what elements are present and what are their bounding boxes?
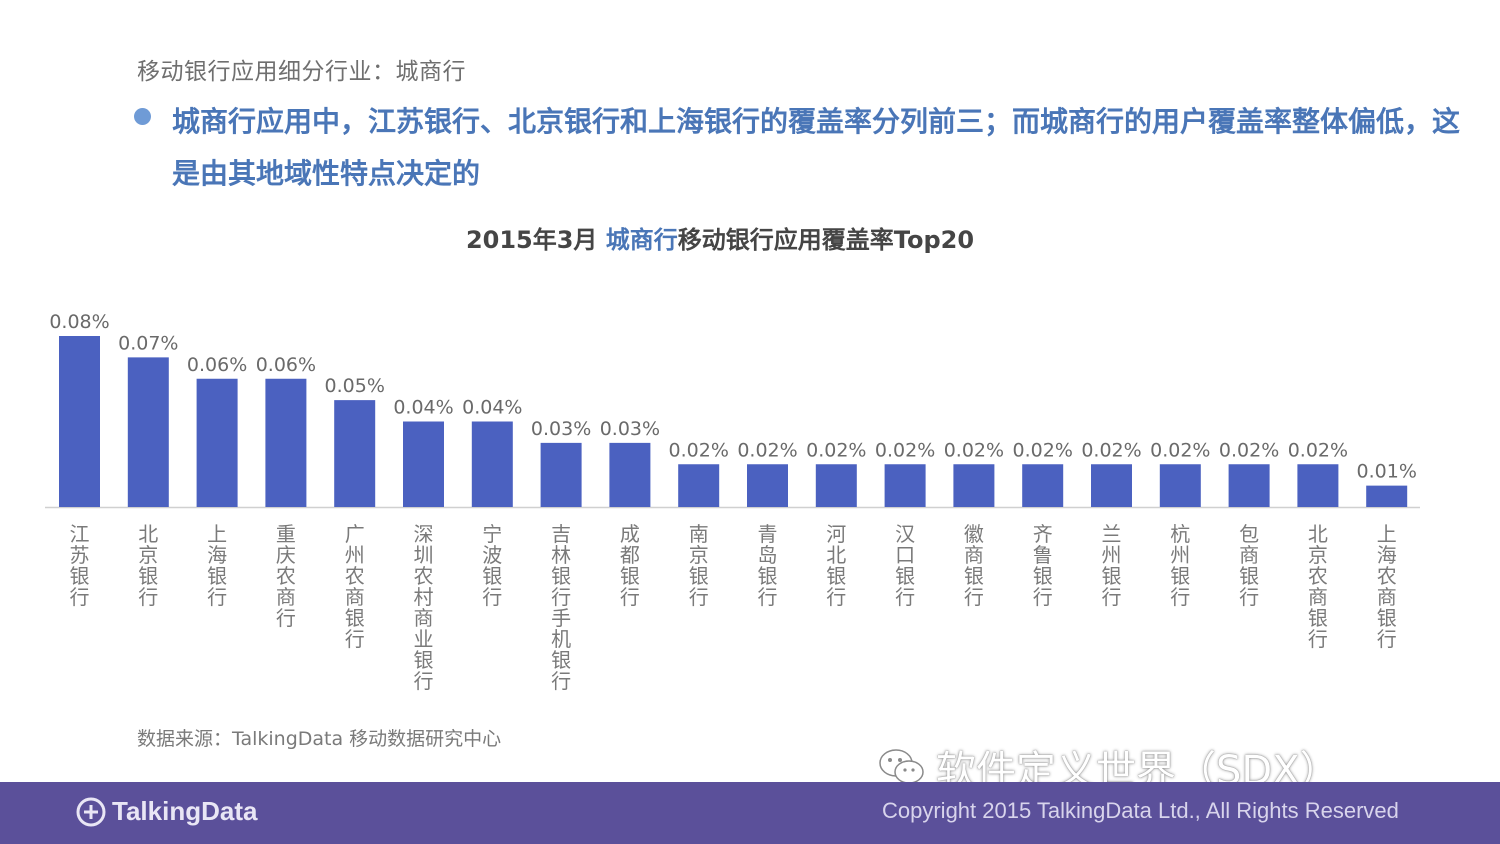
bar-6 bbox=[403, 421, 444, 507]
value-label-9: 0.03% bbox=[600, 418, 660, 440]
chart-title: 2015年3月 城商行移动银行应用覆盖率Top20 bbox=[0, 220, 1440, 255]
chart-title-prefix: 2015年3月 bbox=[465, 226, 606, 254]
category-label-16: 兰州银行 bbox=[1102, 522, 1122, 609]
value-label-13: 0.02% bbox=[875, 439, 935, 461]
data-source-note: 数据来源：TalkingData 移动数据研究中心 bbox=[137, 728, 502, 750]
category-label-1: 江苏银行 bbox=[70, 522, 90, 609]
value-label-7: 0.04% bbox=[462, 397, 522, 419]
value-label-14: 0.02% bbox=[944, 439, 1004, 461]
bar-10 bbox=[678, 464, 720, 507]
talkingdata-logo-icon bbox=[76, 797, 106, 826]
talkingdata-logo: TalkingData bbox=[76, 796, 257, 827]
bar-9 bbox=[609, 442, 651, 507]
value-label-1: 0.08% bbox=[49, 311, 109, 333]
bar-11 bbox=[747, 464, 788, 507]
value-label-18: 0.02% bbox=[1219, 439, 1279, 461]
value-label-15: 0.02% bbox=[1013, 439, 1073, 461]
chart-title-suffix: 移动银行应用覆盖率Top20 bbox=[677, 226, 975, 254]
category-label-18: 包商银行 bbox=[1239, 522, 1259, 609]
category-label-4: 重庆农商行 bbox=[276, 522, 296, 630]
category-label-9: 成都银行 bbox=[620, 522, 640, 609]
value-label-19: 0.02% bbox=[1288, 439, 1348, 461]
bar-19 bbox=[1297, 464, 1339, 507]
category-label-2: 北京银行 bbox=[138, 522, 158, 609]
value-label-8: 0.03% bbox=[531, 418, 591, 440]
category-label-3: 上海银行 bbox=[207, 522, 227, 609]
value-label-3: 0.06% bbox=[187, 354, 247, 376]
bar-17 bbox=[1159, 464, 1201, 507]
category-label-12: 河北银行 bbox=[826, 522, 846, 609]
value-label-5: 0.05% bbox=[325, 375, 385, 397]
value-label-10: 0.02% bbox=[669, 439, 729, 461]
headline: 城商行应用中，江苏银行、北京银行和上海银行的覆盖率分列前三；而城商行的用户覆盖率… bbox=[172, 105, 1461, 190]
value-label-11: 0.02% bbox=[737, 439, 797, 461]
bar-12 bbox=[815, 464, 857, 507]
category-label-10: 南京银行 bbox=[689, 522, 709, 609]
bullet-icon bbox=[134, 108, 151, 125]
bar-16 bbox=[1091, 464, 1132, 507]
bar-14 bbox=[953, 464, 995, 507]
category-label-14: 徽商银行 bbox=[964, 522, 984, 609]
bar-chart: 0.08% 江苏银行 0.07% 北京银行 0.06% 上海银行 0.06% 重庆农商行 0.0… bbox=[45, 311, 1420, 693]
bar-4 bbox=[265, 378, 307, 507]
section-subtitle: 移动银行应用细分行业：城商行 bbox=[137, 59, 466, 85]
value-label-16: 0.02% bbox=[1081, 439, 1141, 461]
category-label-17: 杭州银行 bbox=[1170, 522, 1190, 609]
value-label-17: 0.02% bbox=[1150, 439, 1210, 461]
category-label-13: 汉口银行 bbox=[895, 522, 915, 609]
bar-8 bbox=[540, 442, 582, 507]
category-label-5: 广州农商银行 bbox=[345, 522, 365, 651]
category-label-15: 齐鲁银行 bbox=[1033, 522, 1053, 609]
copyright-text: Copyright 2015 TalkingData Ltd., All Rig… bbox=[882, 798, 1399, 823]
wechat-icon bbox=[878, 747, 926, 787]
category-label-8: 吉林银行手机银行 bbox=[551, 522, 571, 693]
bar-15 bbox=[1022, 464, 1064, 507]
bar-2 bbox=[127, 357, 169, 507]
value-label-4: 0.06% bbox=[256, 354, 316, 376]
bar-13 bbox=[884, 464, 926, 507]
bar-5 bbox=[334, 400, 376, 507]
chart-title-highlight: 城商行 bbox=[605, 226, 678, 254]
bar-20 bbox=[1366, 485, 1408, 507]
category-label-19: 北京农商银行 bbox=[1308, 522, 1328, 651]
category-label-20: 上海农商银行 bbox=[1377, 522, 1397, 651]
value-label-2: 0.07% bbox=[118, 332, 178, 354]
bar-3 bbox=[196, 378, 238, 507]
logo-text: TalkingData bbox=[112, 796, 258, 826]
category-label-7: 宁波银行 bbox=[482, 522, 502, 609]
bar-1 bbox=[59, 336, 100, 507]
footer-bar: TalkingData Copyright 2015 TalkingData L… bbox=[0, 782, 1500, 844]
bar-7 bbox=[471, 421, 513, 507]
bar-18 bbox=[1228, 464, 1270, 507]
value-label-12: 0.02% bbox=[806, 439, 866, 461]
category-label-11: 青岛银行 bbox=[758, 522, 778, 609]
category-label-6: 深圳农村商业银行 bbox=[414, 522, 434, 693]
value-label-20: 0.01% bbox=[1357, 461, 1417, 483]
value-label-6: 0.04% bbox=[393, 397, 453, 419]
